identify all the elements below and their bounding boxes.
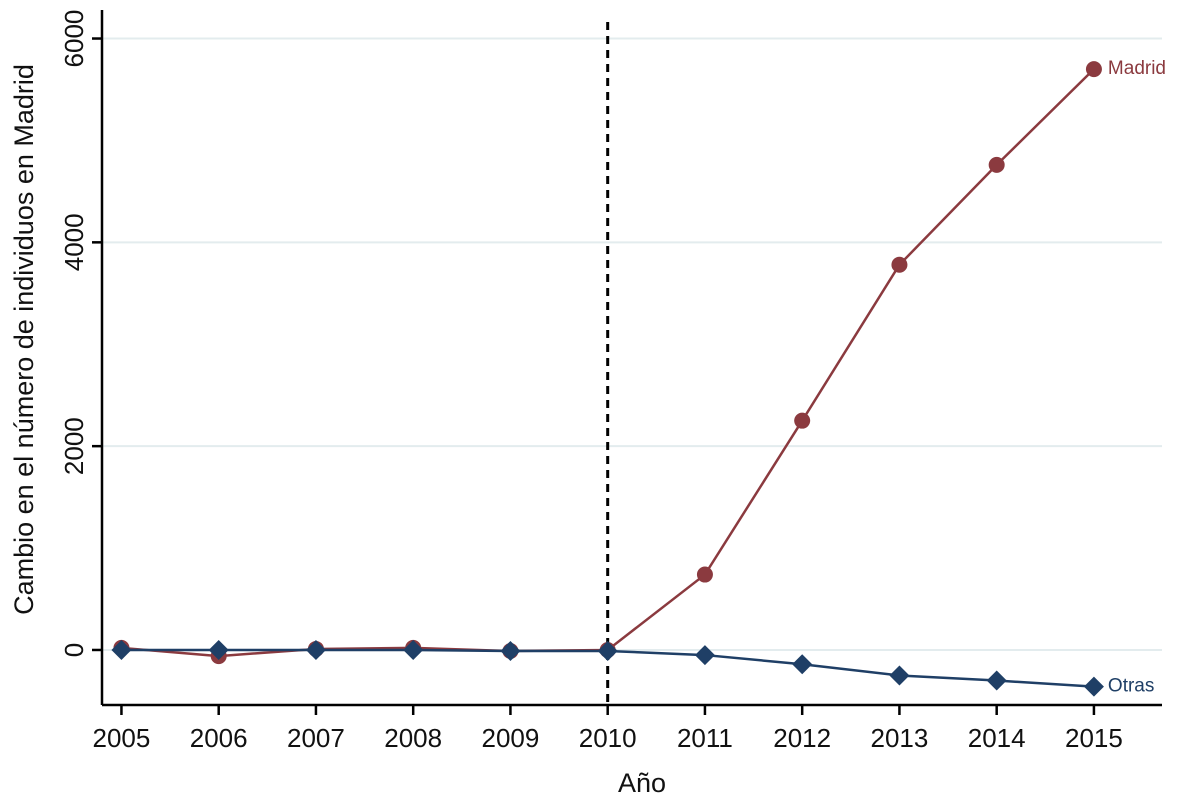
- data-point: [694, 645, 715, 666]
- x-tick-label: 2008: [384, 723, 442, 753]
- y-axis-title: Cambio en el número de individuos en Mad…: [9, 64, 39, 615]
- series-label: Otras: [1108, 676, 1154, 697]
- data-point: [500, 640, 521, 661]
- x-tick-label: 2010: [579, 723, 637, 753]
- series-label: Madrid: [1108, 58, 1166, 79]
- gridlines: [102, 37, 1162, 651]
- x-tick-label: 2005: [93, 723, 151, 753]
- data-point: [111, 639, 132, 660]
- data-point: [891, 256, 908, 273]
- series-group: Madrid Otras: [111, 58, 1166, 697]
- y-tick-label: 0: [59, 643, 89, 657]
- series-madrid: Madrid: [113, 58, 1166, 665]
- y-tick-label: 4000: [59, 213, 89, 271]
- series-otras: Otras: [111, 639, 1154, 697]
- data-point: [1085, 61, 1102, 78]
- data-point: [792, 654, 813, 675]
- data-point: [305, 639, 326, 660]
- data-point: [1083, 676, 1104, 697]
- x-tick-label: 2012: [773, 723, 831, 753]
- y-tick-label: 6000: [59, 10, 89, 68]
- x-tick-label: 2006: [190, 723, 248, 753]
- y-axis-ticks: 0 2000 4000 6000: [59, 10, 102, 657]
- x-tick-label: 2009: [482, 723, 540, 753]
- x-tick-label: 2013: [871, 723, 929, 753]
- data-point: [696, 566, 713, 583]
- x-tick-label: 2014: [968, 723, 1026, 753]
- x-tick-label: 2015: [1065, 723, 1123, 753]
- x-tick-label: 2007: [287, 723, 345, 753]
- data-point: [794, 412, 811, 429]
- data-point: [403, 639, 424, 660]
- data-point: [208, 639, 229, 660]
- x-axis-ticks: 2005 2006 2007 2008 2009 2010 2011 2012 2013 2014…: [93, 705, 1123, 753]
- x-axis-title: Año: [618, 768, 666, 798]
- data-point: [988, 156, 1005, 173]
- data-point: [986, 670, 1007, 691]
- x-tick-label: 2011: [677, 723, 733, 753]
- data-point: [889, 665, 910, 686]
- y-tick-label: 2000: [59, 417, 89, 475]
- data-point: [597, 640, 618, 661]
